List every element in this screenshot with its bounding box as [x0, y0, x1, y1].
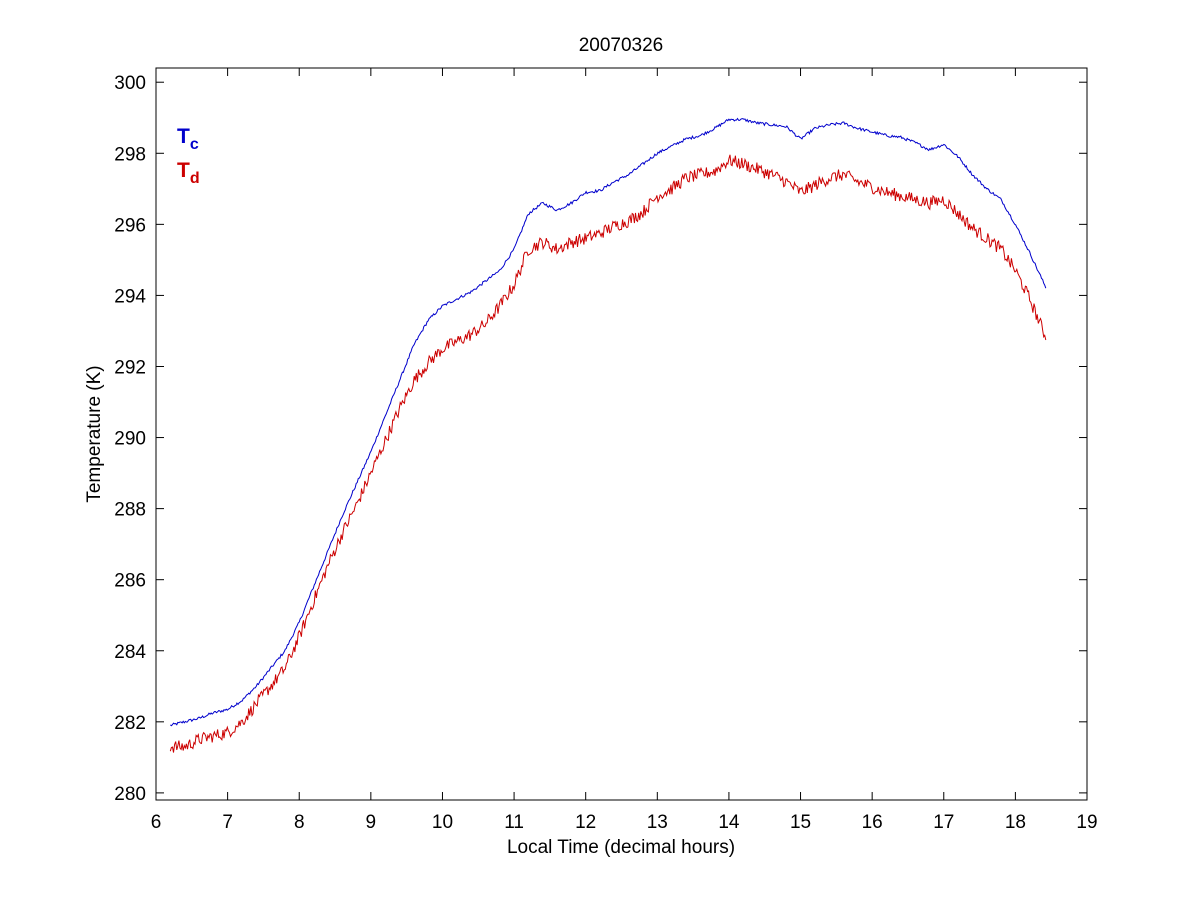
legend-td-main: T [177, 159, 190, 182]
y-tick-label: 284 [114, 642, 146, 663]
legend: Tc Td [177, 125, 200, 187]
y-tick-label: 288 [114, 500, 146, 521]
x-tick-label: 14 [718, 812, 740, 833]
series-line-tc [170, 117, 1047, 727]
x-tick-label: 8 [294, 812, 305, 833]
y-tick-label: 286 [114, 571, 146, 592]
y-tick-label: 294 [114, 286, 146, 307]
tick-layer: 6 7 8 9 10 11 12 13 14 15 16 17 18 19 280 282 284 286 288 2… [114, 68, 1098, 833]
x-tick-label: 19 [1076, 812, 1097, 833]
legend-entry-td: Td [177, 159, 200, 187]
legend-tc-sub: c [190, 136, 199, 153]
plot-area [156, 68, 1087, 800]
plot-frame [155, 67, 1088, 801]
x-tick-label: 17 [933, 812, 954, 833]
legend-entry-tc: Tc [177, 125, 199, 153]
y-tick-label: 290 [114, 429, 146, 450]
x-tick-label: 12 [575, 812, 596, 833]
x-tick-label: 15 [790, 812, 811, 833]
y-tick-label: 292 [114, 357, 146, 378]
y-tick-label: 300 [114, 73, 146, 94]
y-tick-label: 282 [114, 713, 146, 734]
x-tick-label: 10 [432, 812, 453, 833]
y-tick-label: 298 [114, 144, 146, 165]
chart-title: 20070326 [579, 35, 664, 56]
x-tick-label: 18 [1005, 812, 1026, 833]
series-line-td [169, 154, 1047, 753]
x-tick-label: 7 [222, 812, 233, 833]
y-tick-label: 296 [114, 215, 146, 236]
x-tick-label: 16 [862, 812, 883, 833]
legend-td-sub: d [190, 170, 200, 187]
x-tick-label: 13 [647, 812, 668, 833]
legend-tc-main: T [177, 125, 190, 148]
y-axis-label: Temperature (K) [84, 365, 105, 502]
y-tick-label: 280 [114, 784, 146, 805]
x-tick-label: 6 [151, 812, 162, 833]
x-tick-label: 9 [366, 812, 377, 833]
x-tick-label: 11 [504, 812, 524, 833]
x-axis-label: Local Time (decimal hours) [507, 837, 735, 858]
series-layer [169, 117, 1047, 753]
